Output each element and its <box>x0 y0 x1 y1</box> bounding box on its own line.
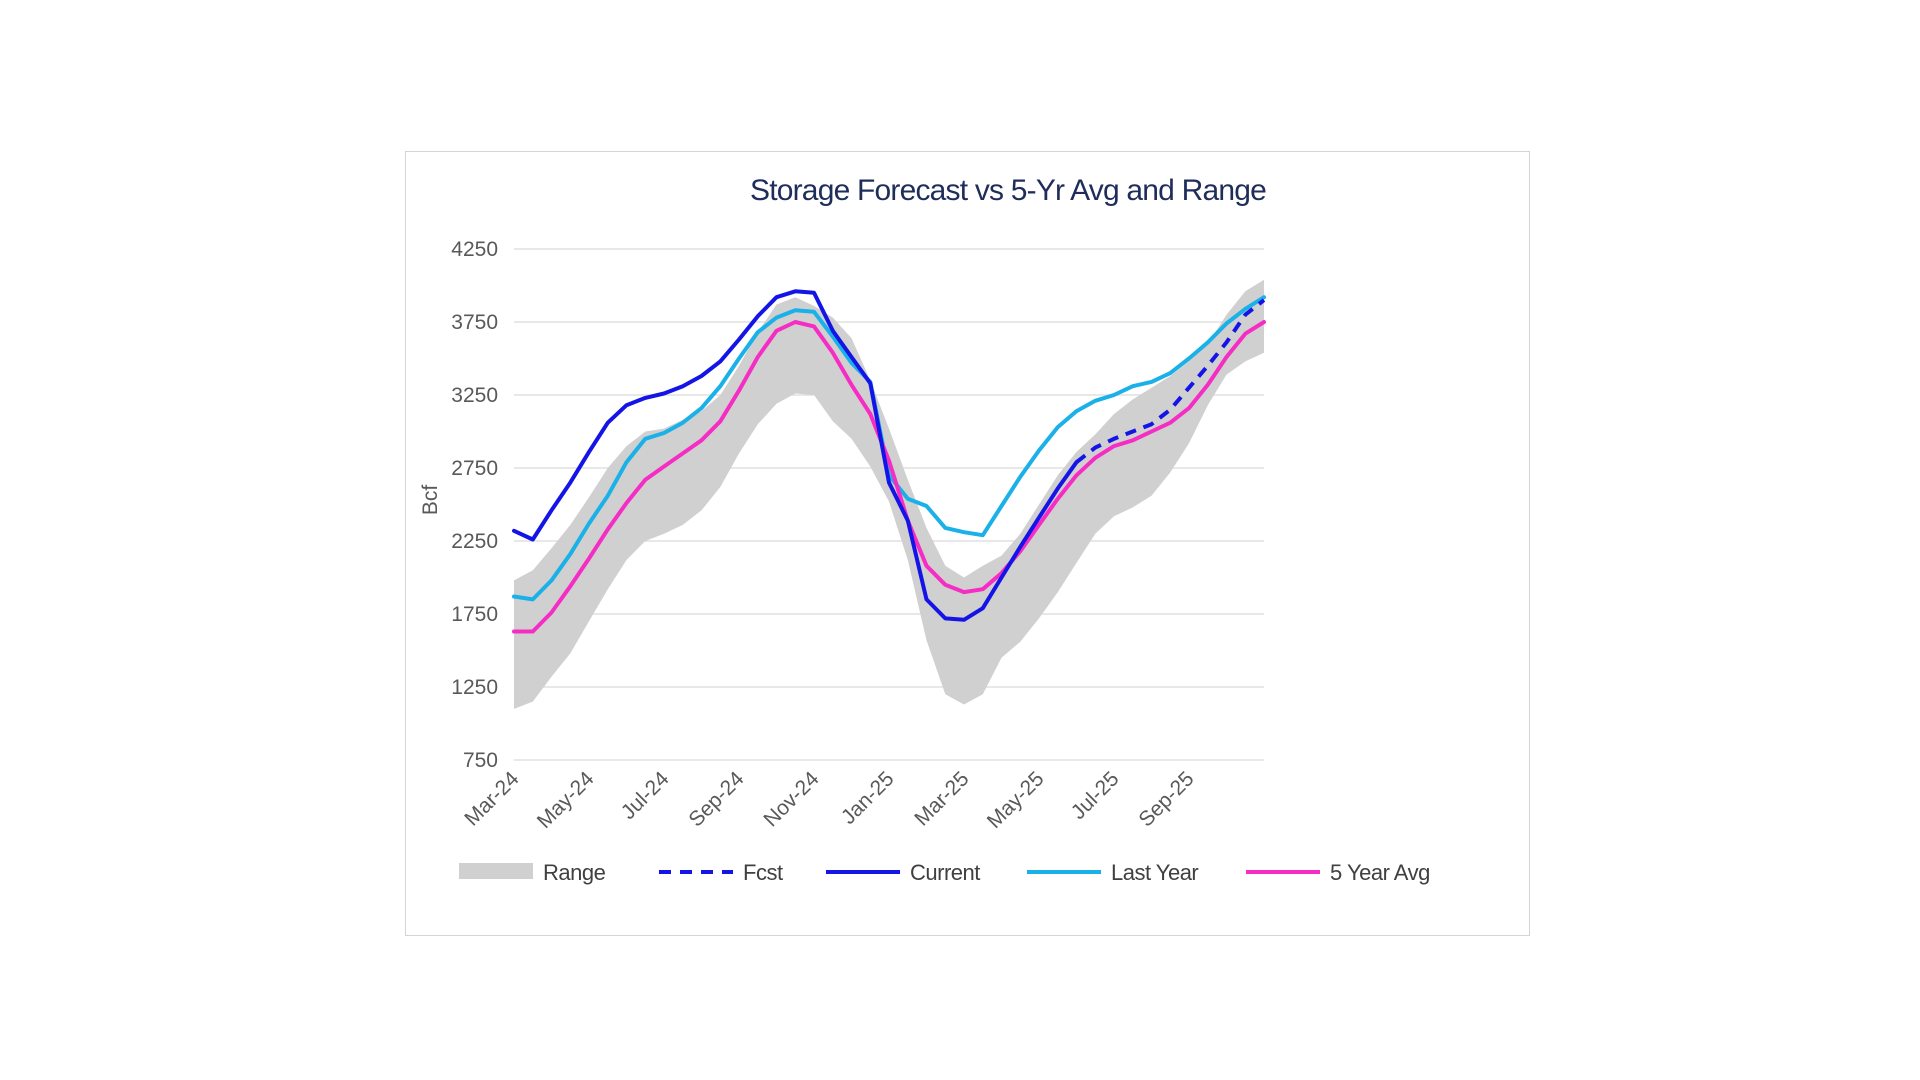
legend-label-last-year: Last Year <box>1111 860 1198 885</box>
chart-card: Storage Forecast vs 5-Yr Avg and Range B… <box>405 151 1530 936</box>
y-tick-label: 3250 <box>451 384 498 407</box>
y-tick-label: 750 <box>463 749 498 772</box>
y-axis-title: Bcf <box>419 485 442 516</box>
x-tick-label: Sep-25 <box>1134 767 1198 831</box>
y-tick-label: 2250 <box>451 530 498 553</box>
y-tick-label: 4250 <box>451 238 498 261</box>
range-band-layer <box>514 279 1264 709</box>
x-tick-label: May-24 <box>533 767 599 833</box>
storage-chart: Storage Forecast vs 5-Yr Avg and Range B… <box>419 174 1430 885</box>
legend-label-current: Current <box>910 860 980 885</box>
legend-label-5-year-avg: 5 Year Avg <box>1330 860 1430 885</box>
y-tick-label: 1750 <box>451 603 498 626</box>
x-tick-labels: Mar-24 May-24 Jul-24 Sep-24 Nov-24 Jan-25 Mar-… <box>460 767 1198 833</box>
y-tick-label: 2750 <box>451 457 498 480</box>
x-tick-label: Mar-24 <box>460 767 524 831</box>
x-tick-label: May-25 <box>983 767 1049 833</box>
series-line-current <box>512 289 1079 622</box>
y-tick-labels: 4250 3750 3250 2750 2250 1750 1250 750 <box>451 238 498 772</box>
x-tick-label: Sep-24 <box>684 767 748 831</box>
x-tick-label: Mar-25 <box>910 767 973 830</box>
x-tick-label: Nov-24 <box>759 767 823 831</box>
range-band <box>514 279 1264 709</box>
chart-title: Storage Forecast vs 5-Yr Avg and Range <box>750 174 1266 207</box>
x-tick-label: Jul-24 <box>617 767 674 824</box>
series-layer <box>512 289 1266 634</box>
legend-label-fcst: Fcst <box>743 860 783 885</box>
x-tick-label: Jan-25 <box>837 767 899 829</box>
legend-swatch-range <box>459 863 533 879</box>
legend-label-range: Range <box>543 860 606 885</box>
x-tick-label: Jul-25 <box>1067 767 1124 824</box>
y-tick-label: 1250 <box>451 676 498 699</box>
legend: Range Fcst Current Last Year 5 Year Avg <box>459 860 1430 885</box>
series-line-5-year-avg <box>512 320 1266 634</box>
y-tick-label: 3750 <box>451 311 498 334</box>
